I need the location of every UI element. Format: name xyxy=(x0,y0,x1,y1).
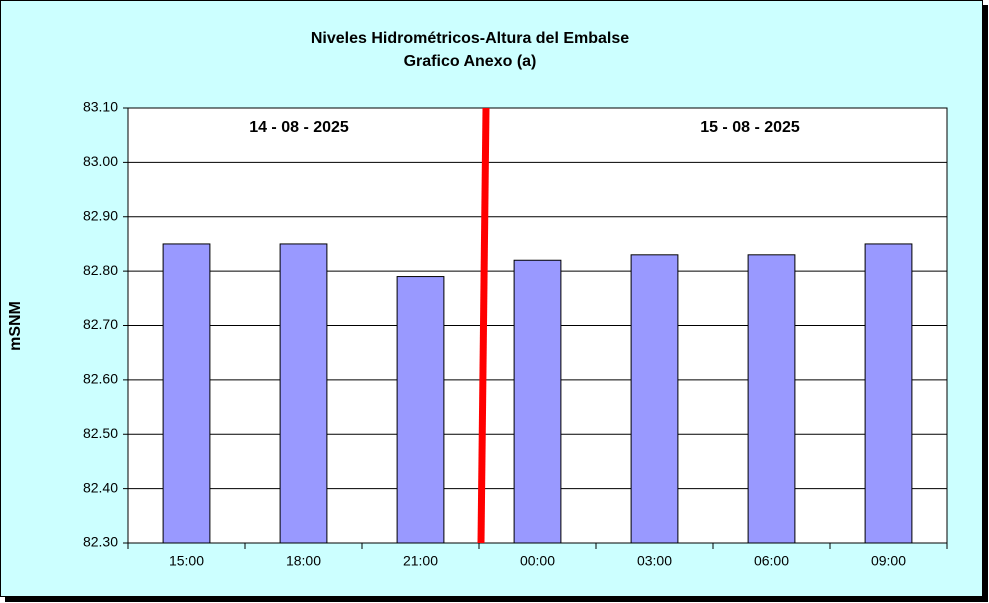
marks: 15:00 18:00 21:00 00:00 03:00 06:00 09:00 xyxy=(162,243,913,569)
bar xyxy=(864,243,913,544)
x-tick-label: 06:00 xyxy=(754,553,789,569)
y-tick-label: 82.60 xyxy=(83,371,118,387)
y-tick-label: 82.30 xyxy=(83,534,118,550)
y-tick-label: 83.00 xyxy=(83,153,118,169)
y-axis-label: mSNM xyxy=(7,301,24,351)
x-tick-label: 03:00 xyxy=(637,553,672,569)
bar xyxy=(513,259,562,544)
y-tick-label: 82.90 xyxy=(83,207,118,223)
x-tick-label: 00:00 xyxy=(520,553,555,569)
date-divider xyxy=(477,107,490,544)
y-tick-label: 82.40 xyxy=(83,479,118,495)
y-tick-label: 83.10 xyxy=(83,99,118,115)
bar xyxy=(279,243,328,544)
bar xyxy=(396,276,445,544)
bar xyxy=(630,254,679,544)
bar xyxy=(747,254,796,544)
bar xyxy=(162,243,211,544)
y-tick-label: 82.50 xyxy=(83,425,118,441)
x-tick-label: 21:00 xyxy=(403,553,438,569)
chart-title: Niveles Hidrométricos-Altura del Embalse xyxy=(311,30,629,47)
y-tick-label: 82.70 xyxy=(83,316,118,332)
x-tick-label: 15:00 xyxy=(169,553,204,569)
date-annotation: 14 - 08 - 2025 xyxy=(249,119,349,136)
y-tick-label: 82.80 xyxy=(83,262,118,278)
x-tick-label: 09:00 xyxy=(871,553,906,569)
date-annotation: 15 - 08 - 2025 xyxy=(700,119,800,136)
x-tick-label: 18:00 xyxy=(286,553,321,569)
chart-subtitle: Grafico Anexo (a) xyxy=(404,53,537,70)
